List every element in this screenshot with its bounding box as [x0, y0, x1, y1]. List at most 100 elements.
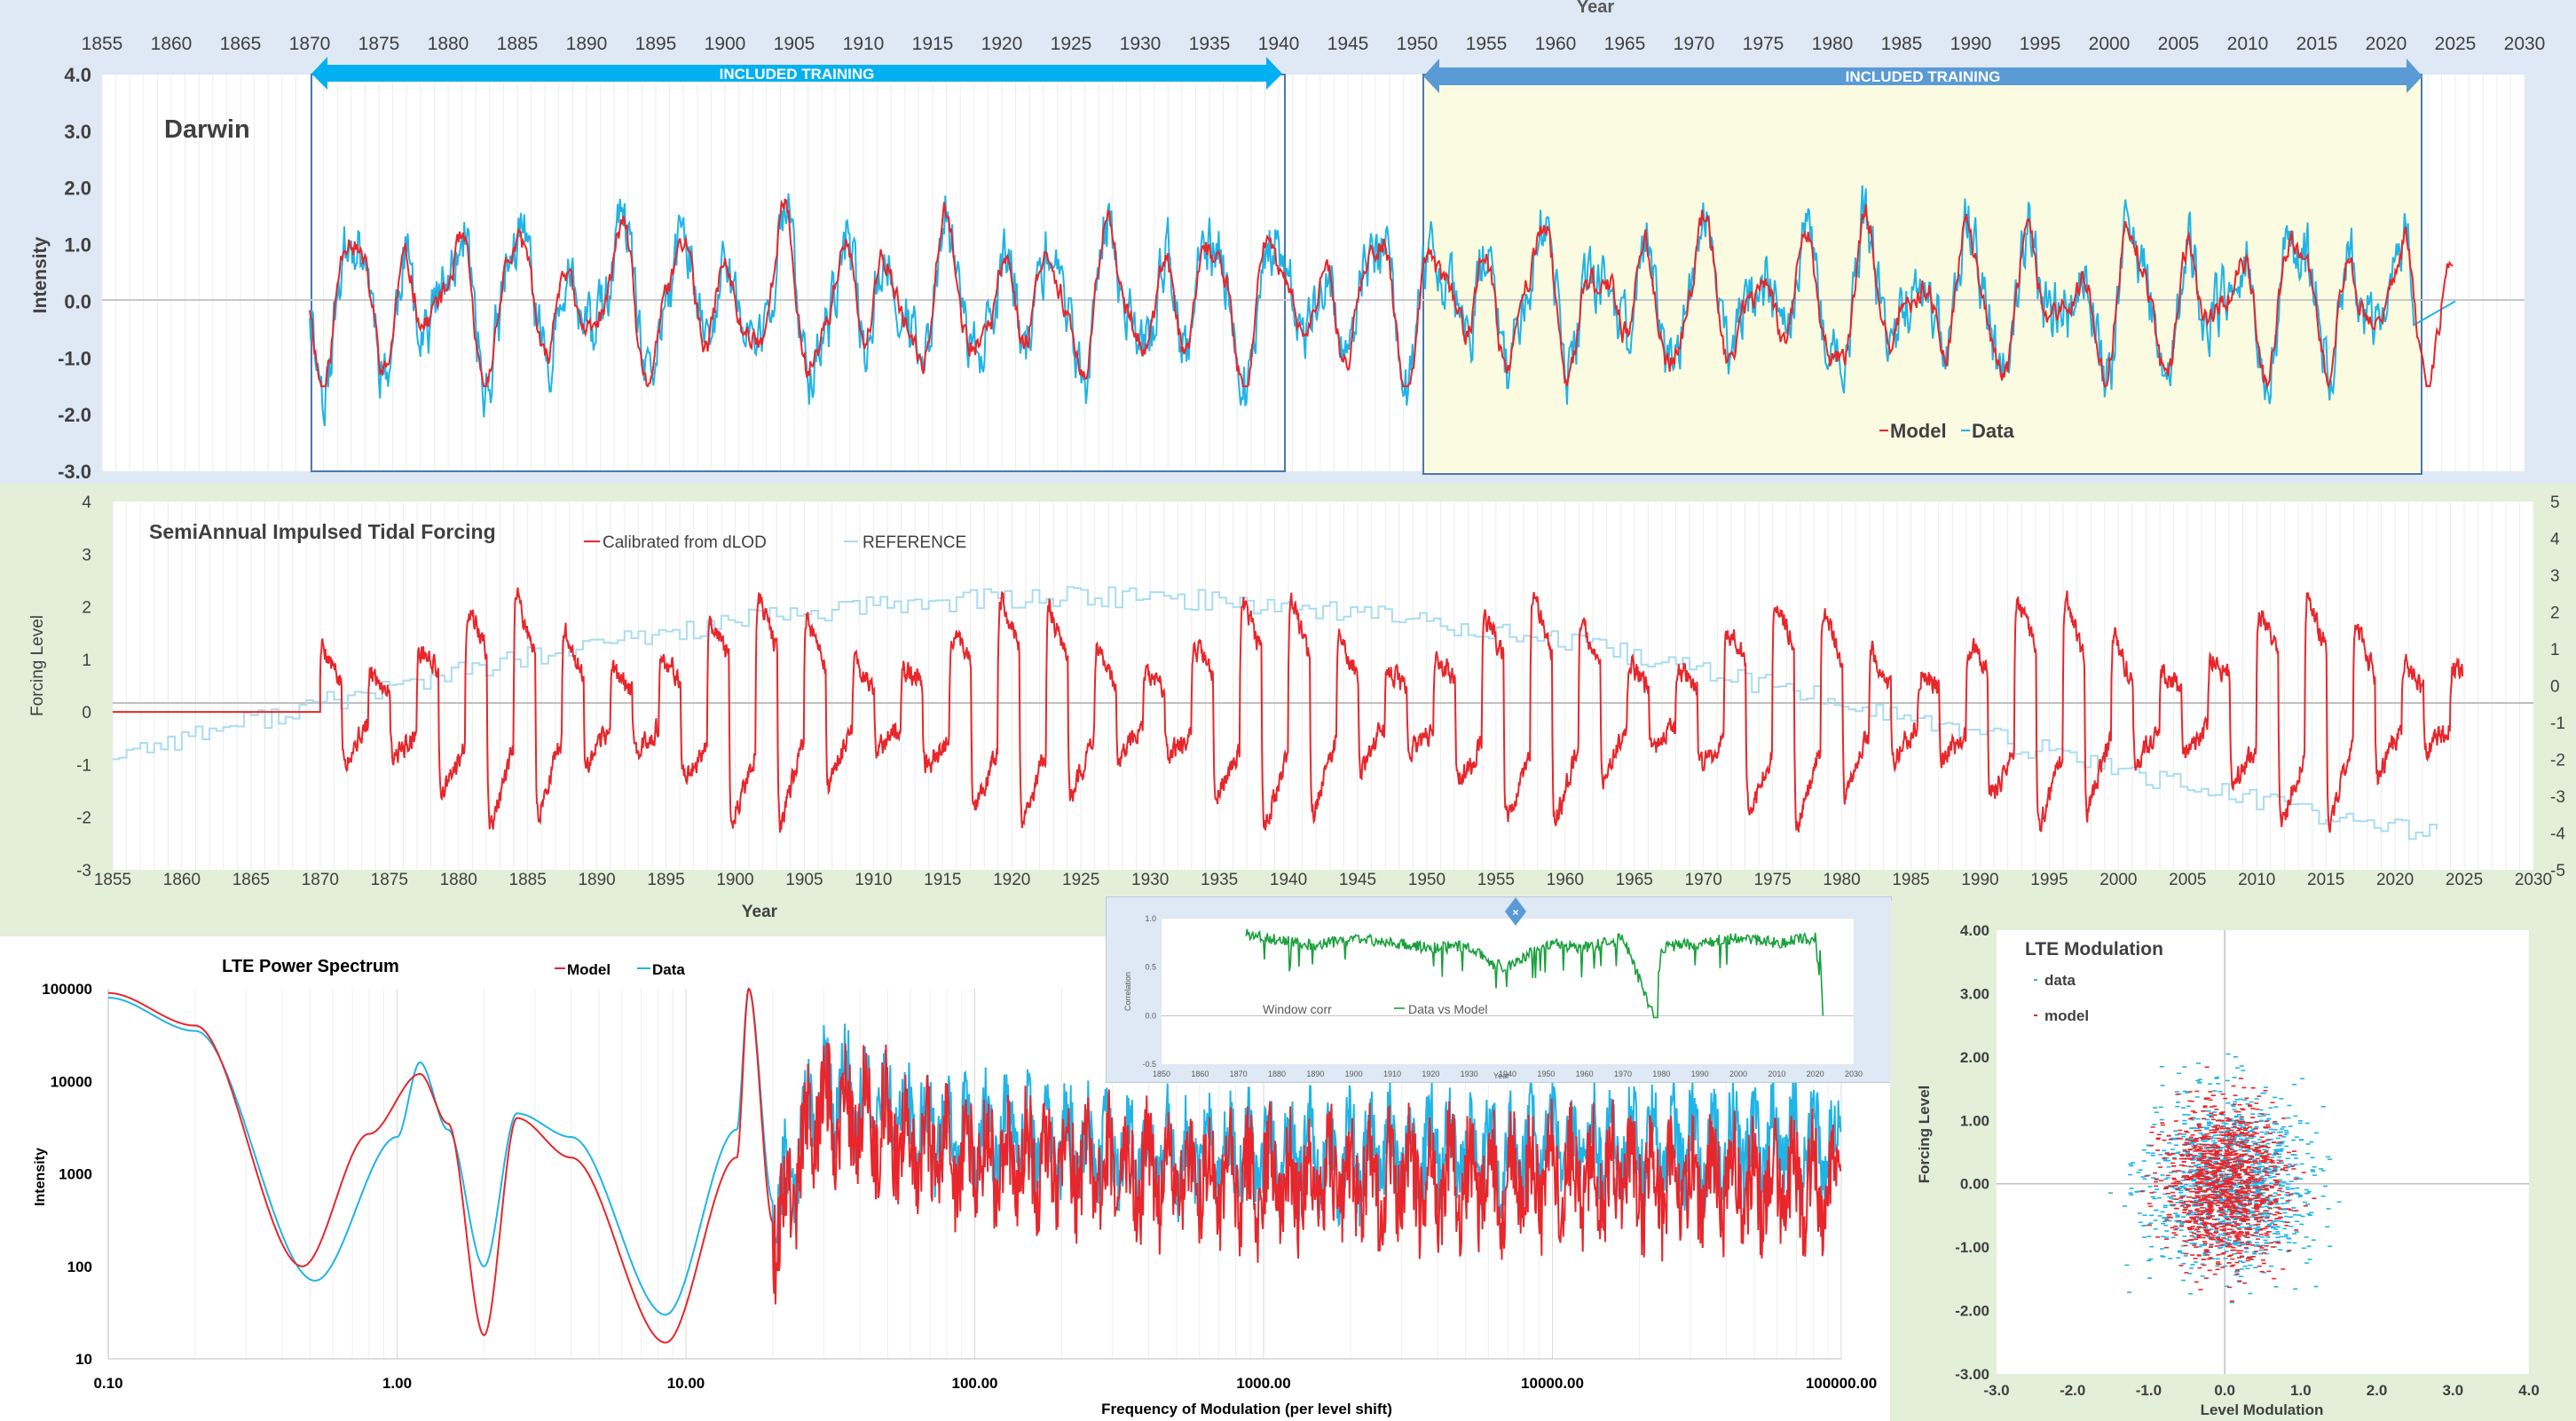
x-tick-label: 1920 — [1422, 1070, 1439, 1078]
legend-model: Model — [1890, 420, 1947, 442]
y-tick-label: -0.5 — [1142, 1060, 1156, 1069]
x-tick-label: 1950 — [1408, 871, 1446, 889]
x-tick-label: 1960 — [1547, 871, 1584, 889]
x-tick-label: 1960 — [1535, 34, 1577, 54]
x-tick-label: 2025 — [2446, 871, 2483, 889]
window-corr-line — [1245, 928, 1824, 1019]
y-tick-label: -1.00 — [1955, 1239, 1989, 1256]
x-tick-label: 2015 — [2296, 34, 2338, 54]
x-tick-label: 2020 — [2376, 871, 2414, 889]
x-tick-label: 1980 — [1652, 1070, 1670, 1078]
x-tick-label: 0.10 — [93, 1375, 122, 1392]
x-tick-label: 2010 — [1768, 1070, 1785, 1078]
reference-series-line — [113, 586, 2438, 841]
x-tick-label: 10000.00 — [1521, 1375, 1584, 1392]
y-tick-label: 2.0 — [64, 178, 91, 200]
y-tick-label: 1.0 — [1145, 914, 1156, 923]
y-tick-label: 0.00 — [1960, 1176, 1989, 1193]
legend-data: Data — [652, 961, 685, 978]
y2-tick-label: 4 — [2550, 531, 2560, 549]
x-tick-label: 1.0 — [2290, 1382, 2312, 1399]
y2-tick-label: 0 — [2550, 678, 2560, 697]
training-banner-2: INCLUDED TRAINING — [1423, 59, 2422, 93]
y-tick-label: 0.5 — [1145, 963, 1156, 972]
x-tick-label: 1895 — [647, 871, 684, 889]
x-tick-label: 1900 — [705, 34, 746, 54]
x-axis-title: Year — [742, 903, 778, 921]
y-tick-label: 4.0 — [64, 64, 91, 86]
x-tick-label: 1995 — [2030, 871, 2068, 889]
x-tick-label: 1870 — [302, 871, 339, 889]
legend-series: Data vs Model — [1408, 1002, 1487, 1016]
x-tick-label: 1905 — [785, 871, 823, 889]
x-tick-label: 1910 — [843, 34, 885, 54]
lte-modulation-chart: -3.0 -2.0 -1.0 0.0 1.0 2.0 3.0 4.0 4.00 3.00 2.00 1… — [1916, 922, 2540, 1418]
y-axis-title: Intensity — [33, 1148, 48, 1206]
x-tick-label: 1980 — [1812, 34, 1854, 54]
y-tick-label: -1.0 — [58, 347, 91, 369]
chart-title: LTE Modulation — [2025, 939, 2163, 959]
legend: Model Data — [555, 961, 685, 978]
x-tick-label: 1920 — [981, 34, 1023, 54]
x-tick-label: 1935 — [1201, 871, 1238, 889]
x-tick-label: 1910 — [855, 871, 892, 889]
tidal-forcing-panel: 1855 1860 1865 1870 1875 1880 1885 1890 1895 1900… — [0, 484, 2576, 936]
y2-tick-label: -1 — [2550, 714, 2565, 733]
x-tick-label: 1865 — [220, 34, 262, 54]
x-tick-label: 1925 — [1062, 871, 1099, 889]
x-tick-label: 1930 — [1131, 871, 1169, 889]
x-tick-label: 1930 — [1461, 1070, 1478, 1078]
y-tick-label: 1 — [82, 651, 91, 670]
x-tick-label: 1870 — [1230, 1070, 1248, 1078]
model-spectrum-line — [108, 987, 1842, 1344]
x-tick-label: 2005 — [2158, 34, 2200, 54]
x-axis-title: Year — [1493, 1071, 1509, 1080]
x-tick-label: 1880 — [440, 871, 477, 889]
x-tick-label: 10.00 — [667, 1375, 705, 1392]
x-tick-label: 1960 — [1576, 1070, 1594, 1078]
x-tick-label: 1980 — [1823, 871, 1860, 889]
darwin-chart-panel: 1855 1860 1865 1870 1875 1880 1885 1890 1895 1900… — [0, 0, 2576, 484]
x-tick-label: 2030 — [1845, 1070, 1863, 1078]
x-tick-label: 1940 — [1270, 871, 1307, 889]
close-icon[interactable]: × — [1512, 906, 1518, 919]
chart-title: SemiAnnual Impulsed Tidal Forcing — [149, 520, 496, 543]
y-tick-label: 1000 — [59, 1166, 92, 1183]
x-tick-label: 1955 — [1466, 34, 1508, 54]
y2-tick-label: -2 — [2550, 752, 2565, 770]
x-tick-label: 1945 — [1339, 871, 1376, 889]
training-region-2 — [1422, 74, 2422, 475]
y-axis-title: Forcing Level — [1916, 1085, 1933, 1184]
x-tick-label: 1885 — [509, 871, 547, 889]
y-tick-label: 1.0 — [64, 234, 91, 257]
x-tick-label: 1995 — [2020, 34, 2061, 54]
x-tick-label: 1950 — [1397, 34, 1438, 54]
legend-window: Window corr — [1263, 1002, 1332, 1016]
tidal-forcing-chart: 1855 1860 1865 1870 1875 1880 1885 1890 1895 1900… — [28, 493, 2565, 921]
x-tick-label: 2020 — [1807, 1070, 1824, 1078]
x-tick-label: 2005 — [2169, 871, 2206, 889]
y-tick-label: 100 — [67, 1259, 92, 1275]
x-tick-label: 1870 — [289, 34, 331, 54]
resize-handle[interactable]: × — [1505, 897, 1526, 926]
y-tick-label: 4 — [82, 493, 91, 512]
x-tick-label: 1855 — [82, 34, 123, 54]
x-tick-label: 1890 — [1306, 1070, 1324, 1078]
y-tick-label: 3 — [82, 546, 91, 564]
x-tick-label: 1860 — [1191, 1070, 1209, 1078]
x-tick-label: 1890 — [578, 871, 615, 889]
x-tick-label: 100.00 — [952, 1375, 998, 1392]
x-tick-label: 1970 — [1674, 34, 1715, 54]
y2-tick-label: 5 — [2550, 493, 2560, 512]
x-tick-label: 1880 — [428, 34, 469, 54]
x-tick-label: 1880 — [1268, 1070, 1286, 1078]
x-tick-label: 1865 — [232, 871, 270, 889]
x-tick-label: 1860 — [151, 34, 193, 54]
x-tick-label: 1915 — [924, 871, 961, 889]
x-tick-label: -1.0 — [2136, 1382, 2162, 1399]
x-tick-label: 1.00 — [382, 1375, 412, 1392]
resize-handle-icon[interactable] — [1505, 897, 1526, 926]
training-banner-1-label: INCLUDED TRAINING — [720, 66, 875, 83]
y-tick-label: 3.00 — [1960, 985, 1989, 1002]
legend-model: Model — [567, 961, 611, 978]
